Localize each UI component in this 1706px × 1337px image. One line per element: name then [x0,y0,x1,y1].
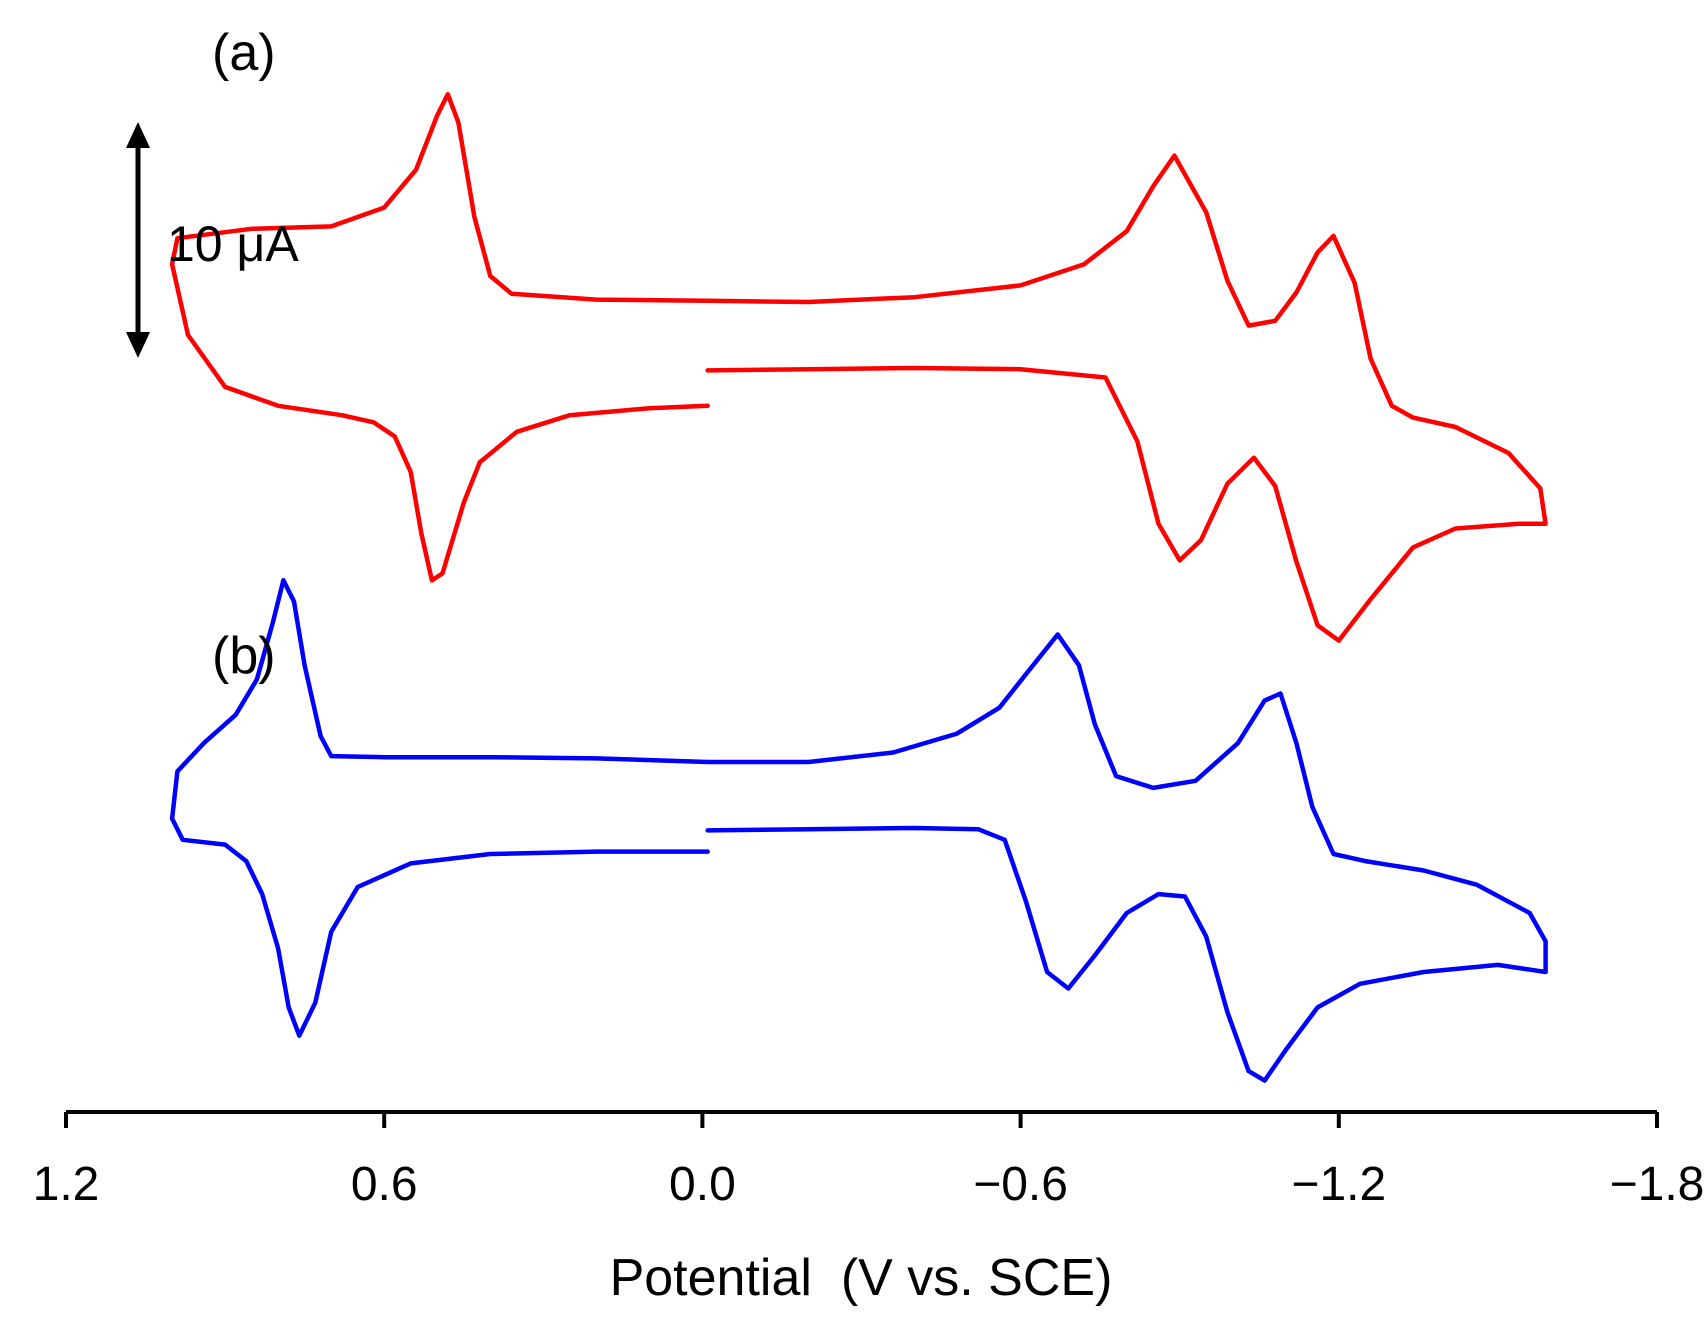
curves-layer [169,92,1548,1083]
scale-bar-arrow-down [126,332,150,358]
x-tick-label: 1.2 [33,1158,100,1211]
panel-label-b: (b) [212,627,276,685]
x-tick-label: 0.0 [669,1158,736,1211]
x-tick-label: −1.2 [1291,1158,1386,1211]
scale-bar: 10 μA [126,122,299,358]
cv-curve-a [169,92,1548,643]
x-tick-label: −1.8 [1610,1158,1705,1211]
x-axis: 1.2 0.6 0.0 −0.6 −1.2 −1.8 [33,1110,1705,1211]
cv-curve-b [169,577,1548,1083]
x-tick-label: 0.6 [351,1158,418,1211]
x-axis-title: Potential (V vs. SCE) [610,1249,1113,1307]
panel-label-a: (a) [212,24,276,82]
scale-bar-label: 10 μA [167,216,299,272]
scale-bar-arrow-up [126,122,150,148]
x-tick-label: −0.6 [973,1158,1068,1211]
